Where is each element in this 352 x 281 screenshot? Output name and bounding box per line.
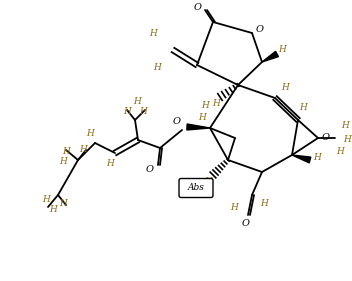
Text: H: H [62,148,70,157]
Text: H: H [281,83,289,92]
Text: H: H [204,178,212,187]
Text: O: O [322,133,330,142]
Text: H: H [139,108,147,117]
Text: H: H [313,153,321,162]
Text: O: O [146,166,154,175]
Text: H: H [106,158,114,167]
Text: Abs: Abs [188,183,205,192]
Text: O: O [173,117,181,126]
Text: H: H [212,99,220,108]
Text: H: H [343,135,351,144]
Text: H: H [278,46,286,55]
Text: O: O [242,219,250,228]
Polygon shape [292,155,311,163]
Text: H: H [86,128,94,137]
Text: O: O [256,24,264,33]
Polygon shape [262,51,278,62]
Text: H: H [149,30,157,38]
Text: H: H [59,198,67,207]
Text: H: H [59,157,67,167]
Polygon shape [187,124,210,130]
Text: H: H [79,146,87,155]
Text: H: H [201,101,209,110]
Text: H: H [336,146,344,155]
Text: H: H [153,64,161,72]
FancyBboxPatch shape [179,178,213,198]
Text: H: H [230,203,238,212]
Text: H: H [299,103,307,112]
Text: H: H [49,205,57,214]
Text: H: H [42,196,50,205]
Text: O: O [194,3,202,12]
Text: H: H [260,198,268,207]
Text: H: H [123,108,131,117]
Text: H: H [198,114,206,123]
Text: H: H [133,98,141,106]
Text: H: H [341,121,349,130]
